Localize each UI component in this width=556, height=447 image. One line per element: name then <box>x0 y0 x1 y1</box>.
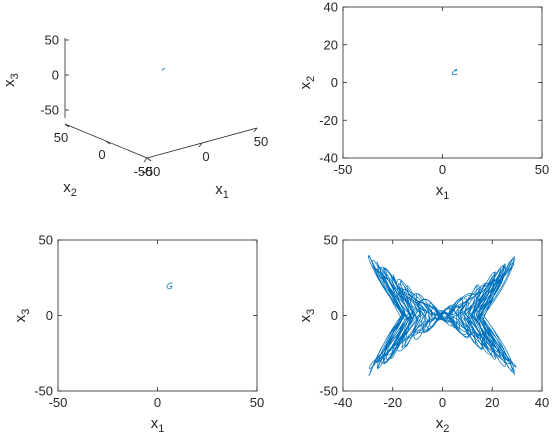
y-tick-label: -20 <box>319 113 338 128</box>
x-axis-label: x2 <box>436 415 450 435</box>
y-tick-label: 50 <box>39 233 53 248</box>
x-tick-label: 0 <box>154 395 161 410</box>
x3-tick-label: -50 <box>40 103 59 118</box>
series-line-x1-x2 <box>451 69 458 76</box>
y-axis-label: x2 <box>297 76 317 90</box>
x1-axis-label: x1 <box>215 181 229 201</box>
y-axis-label: x3 <box>297 309 317 323</box>
y-tick-label: -50 <box>34 384 53 399</box>
x-tick-label: -50 <box>49 395 68 410</box>
y-tick-label: 20 <box>324 37 338 52</box>
x-tick-label: 20 <box>485 395 499 410</box>
x1-tick-label: 0 <box>202 149 209 164</box>
x2-tick-label: -50 <box>134 164 153 179</box>
y-tick-label: 0 <box>331 75 338 90</box>
chart-panel-x1-x3: -50 0 50 -50 0 50 x1 x3 <box>12 233 264 436</box>
x2-tick-mark <box>105 140 111 145</box>
series-line-x2-x3 <box>367 255 517 377</box>
x-tick-label: -20 <box>383 395 402 410</box>
x-axis-label: x1 <box>151 415 165 435</box>
x-tick-label: -50 <box>334 162 353 177</box>
x-axis-label: x1 <box>436 182 450 202</box>
x3-tick-label: 50 <box>45 33 59 48</box>
y-tick-label: -50 <box>319 384 338 399</box>
chart-panel-3d: -50 0 50 -50 0 50 -50 0 50 x1 x2 x3 <box>1 33 268 202</box>
x1-tick-label: 50 <box>254 134 268 149</box>
x2-tick-mark <box>146 157 152 162</box>
x2-axis-label: x2 <box>63 179 77 199</box>
x-tick-label: 50 <box>535 162 549 177</box>
chart-panel-x1-x2: -50 0 50 -40 -20 0 20 40 x1 x2 <box>297 0 549 202</box>
x1-tick-label: -50 <box>142 164 161 179</box>
x1-tick-mark <box>253 127 258 133</box>
y-axis-label: x3 <box>12 309 32 323</box>
y-tick-label: 0 <box>46 308 53 323</box>
y-tick-label: 50 <box>324 233 338 248</box>
y-tick-label: 0 <box>331 308 338 323</box>
axes-box-x1-x3 <box>57 239 258 392</box>
y-tick-label: -40 <box>319 151 338 166</box>
x2-tick-label: 0 <box>98 147 105 162</box>
x2-tick-mark <box>64 123 70 128</box>
x3-tick-label: 0 <box>52 68 59 83</box>
y-tick-label: 40 <box>324 0 338 15</box>
x3-axis-label: x3 <box>1 73 21 87</box>
x-tick-label: -40 <box>334 395 353 410</box>
x1-tick-mark <box>143 157 148 163</box>
x2-tick-label: 50 <box>54 130 68 145</box>
series-line-x1-x3 <box>166 282 173 290</box>
x1-tick-mark <box>198 142 203 148</box>
axes-box-x1-x2 <box>342 6 543 159</box>
x-tick-label: 50 <box>250 395 264 410</box>
x-tick-label: 0 <box>439 395 446 410</box>
x-tick-label: 40 <box>535 395 549 410</box>
chart-panel-x2-x3: -40 -20 0 20 40 -50 0 50 x2 x3 <box>297 233 549 436</box>
series-line-3d <box>161 67 166 71</box>
x-tick-label: 0 <box>439 162 446 177</box>
